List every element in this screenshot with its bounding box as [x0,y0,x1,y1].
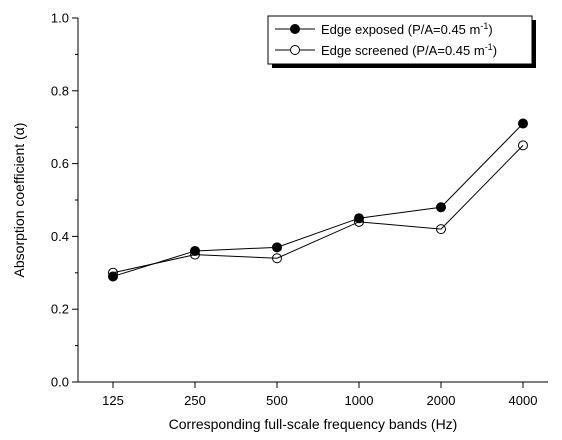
legend-marker-screened [290,45,300,55]
legend-box [267,15,533,65]
data-point-series-1 [190,249,200,260]
y-ticks: 0.0 0.2 0.4 0.6 0.8 1.0 [51,11,78,390]
y-tick-label: 0.4 [51,229,69,244]
legend-label-screened: Edge screened (P/A=0.45 m-1) [321,42,497,58]
data-point-series-0 [272,242,282,253]
data-point-series-0 [190,245,200,256]
x-ticks: 125 250 500 1000 2000 4000 [102,382,537,408]
x-tick-label: 250 [184,393,206,408]
x-axis-title: Corresponding full-scale frequency bands… [169,416,458,432]
data-point-series-0 [436,202,446,213]
x-tick-label: 2000 [427,393,456,408]
y-tick-label: 0.2 [51,302,69,317]
data-point-series-1 [518,140,528,151]
series-line-1 [112,145,524,274]
series-line-0 [112,123,524,277]
data-point-series-0 [354,213,364,224]
x-tick-label: 500 [266,393,288,408]
x-tick-label: 125 [102,393,124,408]
legend: Edge exposed (P/A=0.45 m-1) Edge screene… [267,15,536,68]
data-point-series-0 [518,118,528,129]
y-tick-label: 0.6 [51,156,69,171]
data-point-series-0 [108,271,118,282]
x-tick-label: 4000 [509,393,538,408]
y-tick-label: 0.0 [51,375,69,390]
data-point-series-1 [436,224,446,235]
data-point-series-1 [272,253,282,264]
series-layer [108,118,528,282]
x-tick-label: 1000 [345,393,374,408]
legend-label-exposed: Edge exposed (P/A=0.45 m-1) [321,21,493,37]
y-tick-label: 1.0 [51,11,69,26]
y-axis-title: Absorption coefficient (α) [11,123,27,278]
data-point-series-1 [354,216,364,227]
y-tick-label: 0.8 [51,83,69,98]
data-point-series-1 [108,267,118,278]
legend-marker-exposed [290,24,300,34]
